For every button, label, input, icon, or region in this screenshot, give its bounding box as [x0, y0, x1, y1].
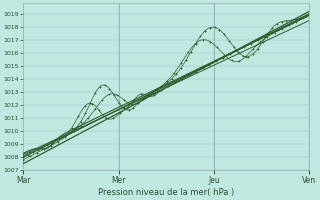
X-axis label: Pression niveau de la mer( hPa ): Pression niveau de la mer( hPa )	[98, 188, 235, 197]
